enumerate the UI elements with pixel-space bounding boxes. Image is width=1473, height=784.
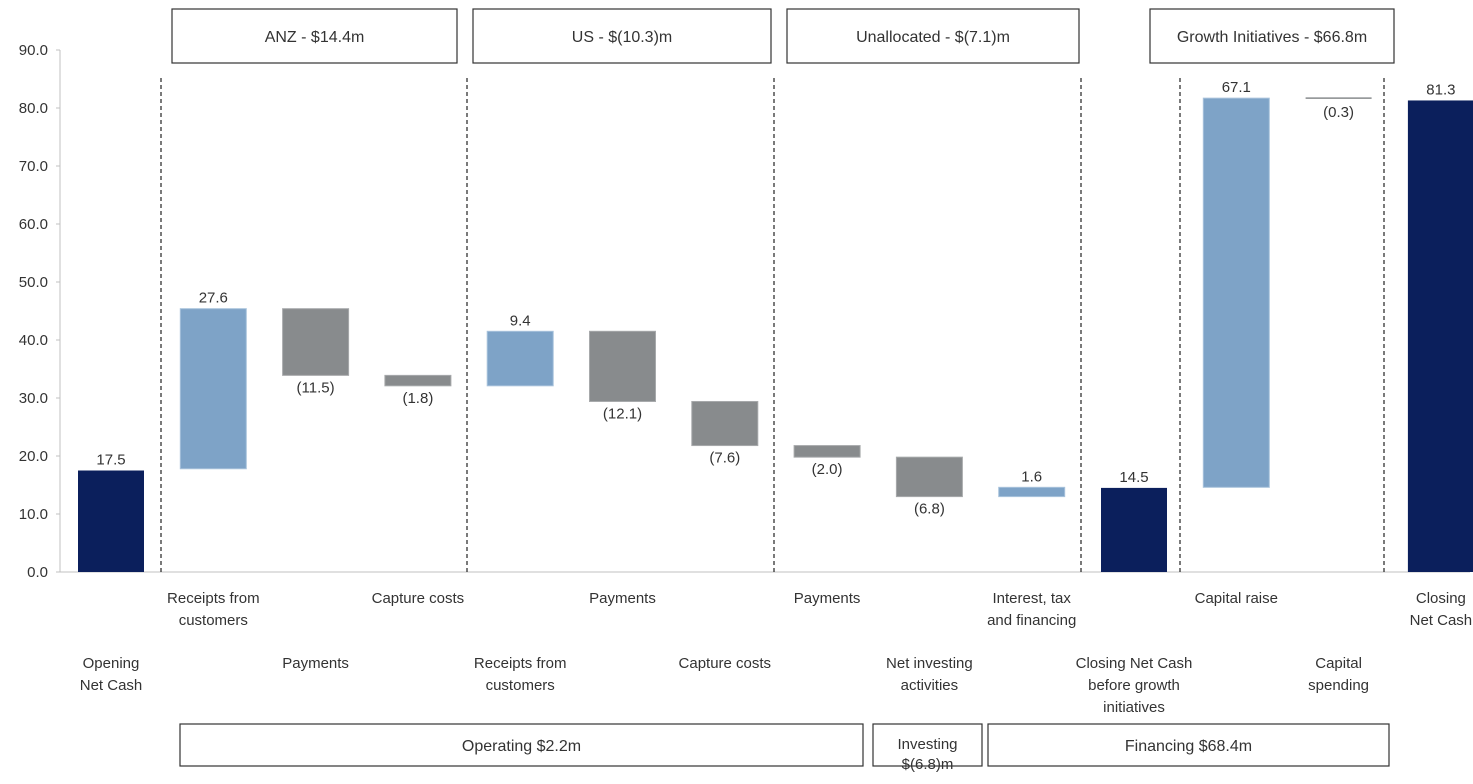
bar-value-label: (7.6) [709,450,740,467]
category-label: customers [179,612,248,629]
bar [691,400,759,447]
category-label: Capture costs [679,655,772,672]
bar [486,330,554,387]
bar [179,308,247,470]
category-label: Net Cash [80,677,143,694]
category-label: spending [1308,677,1369,694]
y-tick-label: 80.0 [19,100,48,117]
category-label: Receipts from [474,655,567,672]
y-tick-label: 30.0 [19,390,48,407]
bar-value-label: 67.1 [1222,79,1251,96]
category-label: Payments [282,655,349,672]
category-labels: 17.5 Opening Net Cash 27.6 Receipts from cust… [80,79,1472,716]
bar [895,456,963,498]
bar-value-label: 81.3 [1426,81,1455,98]
top-group-box [786,8,1080,64]
category-label: activities [901,677,959,694]
category-label: Capital [1315,655,1362,672]
category-label: Payments [794,590,861,607]
segment-dividers [160,78,1385,572]
category-label: initiatives [1103,699,1165,716]
category-label: Net Cash [1410,612,1473,629]
category-label: Receipts from [167,590,260,607]
bottom-group-label: $(6.8)m [902,756,954,773]
y-tick-label: 90.0 [19,42,48,59]
bar-value-label: (2.0) [812,461,843,478]
category-label: Interest, tax [993,590,1072,607]
bar-value-label: (11.5) [297,379,335,396]
category-label: Closing Net Cash [1076,655,1193,672]
top-segment-boxes: ANZ - $14.4m US - $(10.3)m Unallocated - $… [171,8,1395,64]
bottom-group-label: Financing $68.4m [1125,738,1252,755]
bottom-group-label: Investing [897,736,957,753]
bar [998,486,1066,498]
top-group-label: ANZ - $14.4m [265,29,365,46]
bar [282,308,350,376]
bar-value-label: 17.5 [96,452,125,469]
bar-value-label: 1.6 [1021,468,1042,485]
bar-value-label: (12.1) [603,405,642,422]
bar [589,330,656,402]
bottom-group-label: Operating $2.2m [462,738,581,755]
bottom-activity-boxes: Operating $2.2m Investing $(6.8)m Financing… [179,723,1390,773]
bars [78,97,1473,573]
category-label: Capture costs [372,590,465,607]
top-group-label: Unallocated - $(7.1)m [856,29,1010,46]
bar [1101,487,1167,572]
bar [1202,97,1270,488]
bar-value-label: (0.3) [1323,104,1354,121]
category-label: Payments [589,590,656,607]
bar-value-label: 14.5 [1119,469,1148,486]
category-label: Net investing [886,655,973,672]
bottom-group-box [179,723,864,767]
bar [384,374,452,387]
category-label: before growth [1088,677,1180,694]
category-label: Closing [1416,590,1466,607]
y-tick-label: 70.0 [19,158,48,175]
y-tick-label: 50.0 [19,274,48,291]
top-group-box [472,8,772,64]
bottom-group-box [987,723,1390,767]
bar [1407,100,1473,573]
top-group-box [1149,8,1395,64]
y-tick-label: 40.0 [19,332,48,349]
y-tick-label: 60.0 [19,216,48,233]
bar-value-label: (1.8) [402,390,433,407]
y-tick-label: 10.0 [19,506,48,523]
top-group-label: US - $(10.3)m [572,29,672,46]
top-group-label: Growth Initiatives - $66.8m [1177,29,1367,46]
bar-value-label: 27.6 [199,290,228,307]
category-label: and financing [987,612,1076,629]
bar-value-label: 9.4 [510,312,531,329]
y-axis: 0.0 10.0 20.0 30.0 40.0 50.0 60.0 70.0 80.0 90.0 [19,42,1470,581]
bottom-group-box [872,723,983,767]
bar-value-label: (6.8) [914,501,945,518]
y-tick-label: 20.0 [19,448,48,465]
bar [793,445,861,458]
top-group-box [171,8,458,64]
category-label: Opening [83,655,140,672]
category-label: customers [486,677,555,694]
category-label: Capital raise [1195,590,1278,607]
bar [78,470,144,572]
y-tick-label: 0.0 [27,564,48,581]
